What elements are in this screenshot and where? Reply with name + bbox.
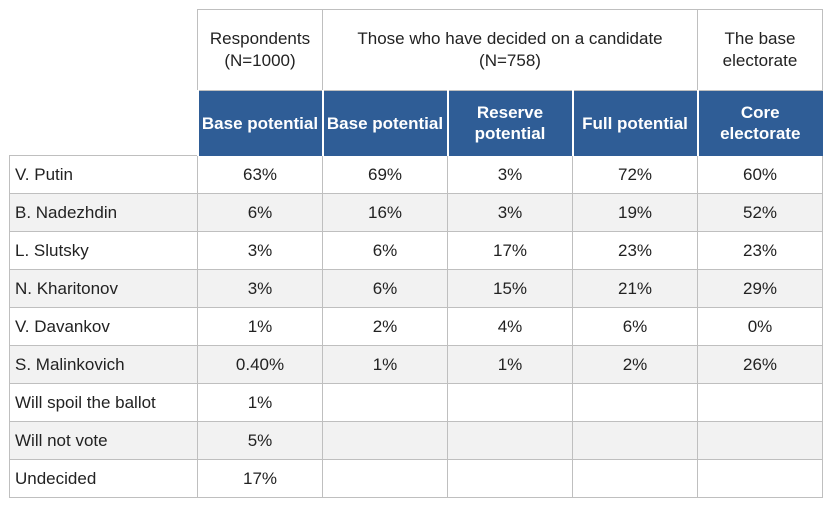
- table-cell: 0.40%: [197, 345, 323, 384]
- table-cell: 19%: [572, 193, 698, 232]
- table-cell: 23%: [572, 231, 698, 270]
- column-header: Core electorate: [696, 90, 823, 156]
- column-header-row: Base potential Base potential Reserve po…: [10, 90, 823, 156]
- table-cell: 15%: [447, 269, 573, 308]
- table-cell: [447, 421, 573, 460]
- table-row: V. Davankov 1% 2% 4% 6% 0%: [9, 307, 823, 346]
- column-header: Base potential: [196, 90, 323, 156]
- table-cell: 6%: [197, 193, 323, 232]
- table-cell: [572, 383, 698, 422]
- table-row: N. Kharitonov 3% 6% 15% 21% 29%: [9, 269, 823, 308]
- table-cell: [322, 383, 448, 422]
- table-cell: 6%: [322, 269, 448, 308]
- table-row: Will spoil the ballot 1%: [9, 383, 823, 422]
- table-cell: 17%: [447, 231, 573, 270]
- table-cell: 69%: [322, 155, 448, 194]
- row-label: S. Malinkovich: [9, 345, 198, 384]
- table-cell: [697, 383, 823, 422]
- table-cell: 23%: [697, 231, 823, 270]
- column-header: Base potential: [321, 90, 448, 156]
- column-header: Full potential: [571, 90, 698, 156]
- row-label: L. Slutsky: [9, 231, 198, 270]
- row-label: V. Davankov: [9, 307, 198, 346]
- corner-cell-2: [10, 91, 198, 156]
- table-cell: 1%: [447, 345, 573, 384]
- table-cell: 21%: [572, 269, 698, 308]
- table-cell: 26%: [697, 345, 823, 384]
- table-cell: [447, 459, 573, 498]
- column-header: Reserve potential: [446, 90, 573, 156]
- table-cell: 0%: [697, 307, 823, 346]
- table-cell: 60%: [697, 155, 823, 194]
- results-table: Respondents (N=1000) Those who have deci…: [9, 9, 823, 498]
- table-row: Will not vote 5%: [9, 421, 823, 460]
- table-cell: [697, 459, 823, 498]
- table-cell: 3%: [197, 231, 323, 270]
- row-label: Will not vote: [9, 421, 198, 460]
- table-cell: [322, 459, 448, 498]
- corner-cell: [10, 10, 198, 91]
- group-header-decided: Those who have decided on a candidate (N…: [322, 9, 698, 91]
- table-row: S. Malinkovich 0.40% 1% 1% 2% 26%: [9, 345, 823, 384]
- table-row: L. Slutsky 3% 6% 17% 23% 23%: [9, 231, 823, 270]
- table-cell: 3%: [197, 269, 323, 308]
- table-cell: [697, 421, 823, 460]
- table-cell: 2%: [572, 345, 698, 384]
- table-row: Undecided 17%: [9, 459, 823, 498]
- table-cell: 3%: [447, 155, 573, 194]
- table-cell: 6%: [322, 231, 448, 270]
- group-header-base-electorate: The base electorate: [697, 9, 823, 91]
- row-label: Undecided: [9, 459, 198, 498]
- row-label: N. Kharitonov: [9, 269, 198, 308]
- table-cell: 16%: [322, 193, 448, 232]
- table-cell: 17%: [197, 459, 323, 498]
- table-cell: [572, 459, 698, 498]
- table-cell: 6%: [572, 307, 698, 346]
- table-cell: [322, 421, 448, 460]
- table-cell: 4%: [447, 307, 573, 346]
- group-header-respondents: Respondents (N=1000): [197, 9, 323, 91]
- table-cell: 1%: [197, 307, 323, 346]
- table-cell: 29%: [697, 269, 823, 308]
- row-label: Will spoil the ballot: [9, 383, 198, 422]
- table-cell: 72%: [572, 155, 698, 194]
- group-header-row: Respondents (N=1000) Those who have deci…: [10, 9, 823, 91]
- table-row: B. Nadezhdin 6% 16% 3% 19% 52%: [9, 193, 823, 232]
- table-cell: 5%: [197, 421, 323, 460]
- table-body: V. Putin 63% 69% 3% 72% 60% B. Nadezhdin 6% 16% 3…: [9, 155, 823, 498]
- table-cell: [447, 383, 573, 422]
- row-label: B. Nadezhdin: [9, 193, 198, 232]
- table-cell: 52%: [697, 193, 823, 232]
- table-cell: 3%: [447, 193, 573, 232]
- table-cell: 2%: [322, 307, 448, 346]
- table-cell: 1%: [322, 345, 448, 384]
- table-row: V. Putin 63% 69% 3% 72% 60%: [9, 155, 823, 194]
- table-cell: 63%: [197, 155, 323, 194]
- table-cell: 1%: [197, 383, 323, 422]
- row-label: V. Putin: [9, 155, 198, 194]
- table-cell: [572, 421, 698, 460]
